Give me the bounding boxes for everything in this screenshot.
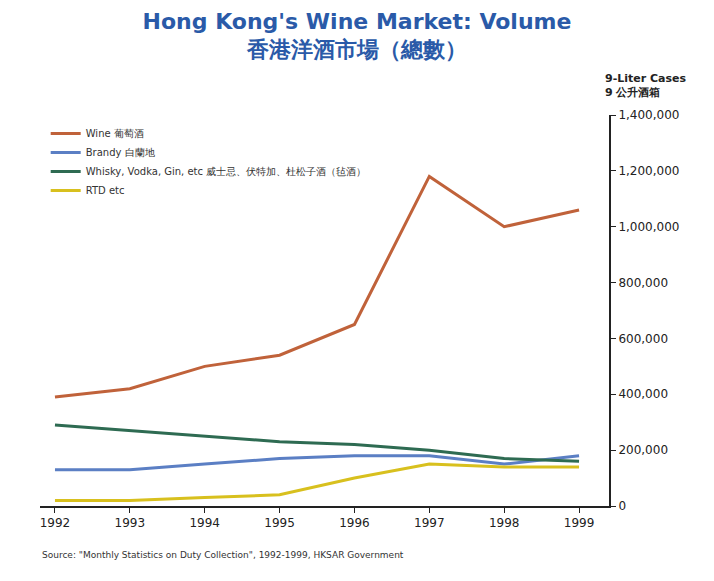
svg-text:1996: 1996 <box>339 516 370 530</box>
svg-text:1993: 1993 <box>115 516 146 530</box>
svg-text:1995: 1995 <box>264 516 295 530</box>
svg-text:1,200,000: 1,200,000 <box>618 164 679 178</box>
svg-text:800,000: 800,000 <box>618 276 668 290</box>
svg-text:400,000: 400,000 <box>618 387 668 401</box>
svg-text:1999: 1999 <box>564 516 595 530</box>
svg-text:0: 0 <box>618 499 626 513</box>
svg-text:1998: 1998 <box>489 516 520 530</box>
svg-text:9-Liter Cases9 公升酒箱: 9-Liter Cases9 公升酒箱 <box>605 72 686 99</box>
svg-text:1,400,000: 1,400,000 <box>618 108 679 122</box>
svg-text:1,000,000: 1,000,000 <box>618 220 679 234</box>
svg-text:Hong Kong's Wine Market: Volum: Hong Kong's Wine Market: Volume香港洋酒市場（總數… <box>143 9 572 63</box>
svg-text:1997: 1997 <box>414 516 445 530</box>
svg-text:1994: 1994 <box>189 516 220 530</box>
svg-text:200,000: 200,000 <box>618 443 668 457</box>
svg-text:600,000: 600,000 <box>618 332 668 346</box>
svg-text:Whisky, Vodka, Gin, etc 威士忌、伏特: Whisky, Vodka, Gin, etc 威士忌、伏特加、杜松子酒（毡酒） <box>86 166 367 177</box>
svg-text:RTD etc: RTD etc <box>86 185 125 196</box>
svg-text:Wine 葡萄酒: Wine 葡萄酒 <box>86 128 144 139</box>
svg-text:1992: 1992 <box>40 516 71 530</box>
svg-text:Brandy 白蘭地: Brandy 白蘭地 <box>86 147 155 158</box>
svg-text:Source: "Monthly Statistics on: Source: "Monthly Statistics on Duty Coll… <box>42 550 404 560</box>
